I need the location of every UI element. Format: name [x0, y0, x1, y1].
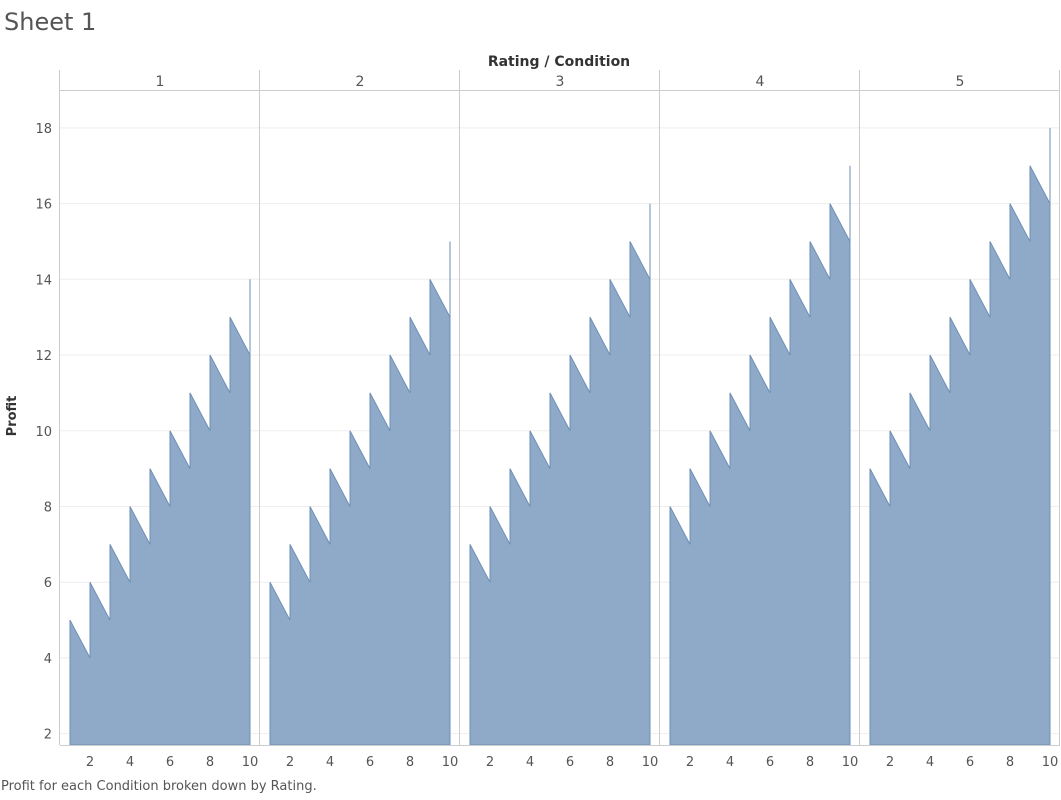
- x-tick-label: 4: [926, 755, 934, 770]
- x-tick-label: 6: [766, 755, 774, 770]
- area-series-rating-1[interactable]: [69, 279, 251, 746]
- x-tick-label: 8: [806, 755, 814, 770]
- y-tick-label: 8: [44, 500, 52, 515]
- label-layer: Rating / Condition Profit 24681012141618…: [5, 54, 1058, 770]
- area-series-rating-4[interactable]: [669, 165, 851, 746]
- x-tick-label: 8: [1006, 755, 1014, 770]
- y-tick-label: 10: [35, 425, 52, 440]
- x-tick-label: 4: [126, 755, 134, 770]
- y-axis-title: Profit: [5, 396, 20, 437]
- x-tick-label: 4: [726, 755, 734, 770]
- area-series-rating-3[interactable]: [469, 203, 651, 746]
- x-tick-label: 6: [566, 755, 574, 770]
- panel-header-label: 3: [556, 74, 565, 90]
- y-tick-label: 12: [35, 349, 52, 364]
- x-tick-label: 6: [966, 755, 974, 770]
- panel-header-label: 1: [156, 74, 165, 90]
- y-tick-label: 6: [44, 576, 52, 591]
- x-tick-label: 4: [326, 755, 334, 770]
- x-tick-label: 10: [442, 755, 459, 770]
- y-tick-label: 4: [44, 652, 52, 667]
- y-tick-label: 14: [35, 273, 52, 288]
- area-series-rating-2[interactable]: [269, 241, 451, 746]
- x-tick-label: 10: [242, 755, 259, 770]
- panel-header-label: 2: [356, 74, 365, 90]
- x-tick-label: 10: [642, 755, 659, 770]
- panel-header-label: 5: [956, 74, 965, 90]
- x-tick-label: 8: [206, 755, 214, 770]
- frame-layer: [59, 70, 1060, 746]
- x-tick-label: 2: [86, 755, 94, 770]
- x-tick-label: 2: [686, 755, 694, 770]
- x-tick-label: 10: [1042, 755, 1059, 770]
- x-tick-label: 6: [366, 755, 374, 770]
- y-tick-label: 16: [35, 198, 52, 213]
- x-tick-label: 2: [286, 755, 294, 770]
- x-tick-label: 6: [166, 755, 174, 770]
- panel-header-label: 4: [756, 74, 765, 90]
- area-layer: [69, 127, 1051, 746]
- y-tick-label: 2: [44, 728, 52, 743]
- column-header-title: Rating / Condition: [488, 54, 630, 70]
- x-tick-label: 2: [486, 755, 494, 770]
- sheet-title: Sheet 1: [4, 8, 97, 36]
- area-series-rating-5[interactable]: [869, 127, 1051, 746]
- x-tick-label: 10: [842, 755, 859, 770]
- chart-caption: Profit for each Condition broken down by…: [1, 779, 317, 794]
- x-tick-label: 8: [406, 755, 414, 770]
- x-tick-label: 8: [606, 755, 614, 770]
- y-tick-label: 18: [35, 122, 52, 137]
- x-tick-label: 2: [886, 755, 894, 770]
- x-tick-label: 4: [526, 755, 534, 770]
